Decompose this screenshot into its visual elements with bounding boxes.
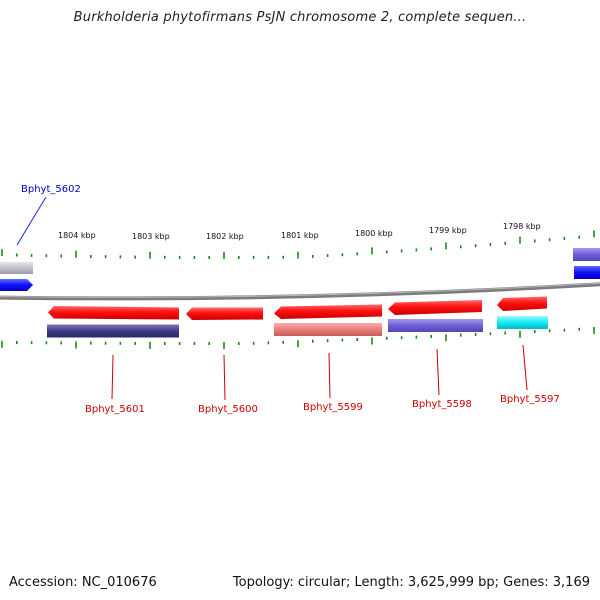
scale-label-1800: 1800 kbp [355,229,393,238]
scale-ticks-top [1,230,595,259]
gene-product-bphyt-5601[interactable] [47,324,179,338]
leader-line-bphyt-5599 [328,352,331,399]
leader-line-bphyt-5598 [436,348,440,396]
leader-line-bphyt-5601 [111,354,114,400]
gene-arrow-bphyt-5601[interactable] [48,306,179,320]
gene-label-bphyt-5602[interactable]: Bphyt_5602 [21,184,81,195]
partial-gene-right-blue[interactable] [574,266,600,279]
map-title: Burkholderia phytofirmans PsJN chromosom… [73,10,527,25]
gene-label-bphyt-5600[interactable]: Bphyt_5600 [198,404,258,415]
gene-product-bphyt-5598[interactable] [388,319,483,332]
partial-gene-right-violet[interactable] [573,248,600,261]
sequence-summary: Topology: circular; Length: 3,625,999 bp… [232,575,590,590]
leader-line-bphyt-5597 [522,344,528,391]
scale-label-1799: 1799 kbp [429,226,467,235]
gene-arrow-bphyt-5599[interactable] [274,304,382,320]
scale-label-1803: 1803 kbp [132,232,170,241]
gene-arrow-bphyt-5597[interactable] [497,296,547,312]
gene-arrow-bphyt-5600[interactable] [186,307,263,321]
gene-arrow-bphyt-5602[interactable] [0,279,33,291]
gene-arrow-bphyt-5598[interactable] [388,300,482,315]
gene-product-bphyt-5597[interactable] [497,316,548,329]
gene-label-bphyt-5598[interactable]: Bphyt_5598 [412,399,472,410]
chromosome-backbone [0,282,600,301]
gene-label-bphyt-5601[interactable]: Bphyt_5601 [85,404,145,415]
scale-label-1798: 1798 kbp [503,222,541,231]
gene-product-bphyt-5599[interactable] [274,323,382,336]
accession-text: Accession: NC_010676 [9,575,157,590]
leader-line-bphyt-5602 [16,196,47,246]
gene-label-bphyt-5597[interactable]: Bphyt_5597 [500,394,560,405]
partial-gene-left-grey[interactable] [0,262,33,274]
leader-line-bphyt-5600 [223,354,226,401]
scale-ticks-bottom [1,327,595,349]
scale-label-1801: 1801 kbp [281,231,319,240]
gene-label-bphyt-5599[interactable]: Bphyt_5599 [303,402,363,413]
scale-label-1804: 1804 kbp [58,231,96,240]
scale-label-1802: 1802 kbp [206,232,244,241]
